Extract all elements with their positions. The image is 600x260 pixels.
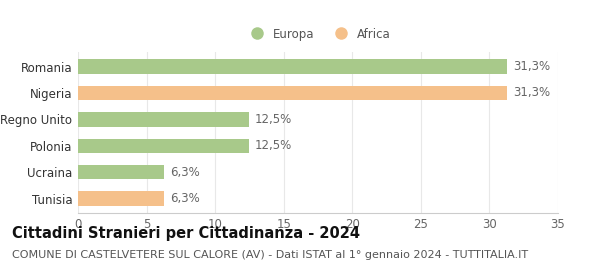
Text: 31,3%: 31,3% xyxy=(513,60,550,73)
Legend: Europa, Africa: Europa, Africa xyxy=(242,25,394,43)
Bar xyxy=(78,86,507,100)
Bar xyxy=(78,59,507,74)
Text: 12,5%: 12,5% xyxy=(255,139,292,152)
Bar xyxy=(78,139,250,153)
Bar xyxy=(78,112,250,127)
Text: 6,3%: 6,3% xyxy=(170,166,200,179)
Text: Cittadini Stranieri per Cittadinanza - 2024: Cittadini Stranieri per Cittadinanza - 2… xyxy=(12,226,360,241)
Bar xyxy=(78,165,164,179)
Text: 31,3%: 31,3% xyxy=(513,87,550,100)
Text: 12,5%: 12,5% xyxy=(255,113,292,126)
Text: COMUNE DI CASTELVETERE SUL CALORE (AV) - Dati ISTAT al 1° gennaio 2024 - TUTTITA: COMUNE DI CASTELVETERE SUL CALORE (AV) -… xyxy=(12,250,528,259)
Bar xyxy=(78,191,164,206)
Text: 6,3%: 6,3% xyxy=(170,192,200,205)
